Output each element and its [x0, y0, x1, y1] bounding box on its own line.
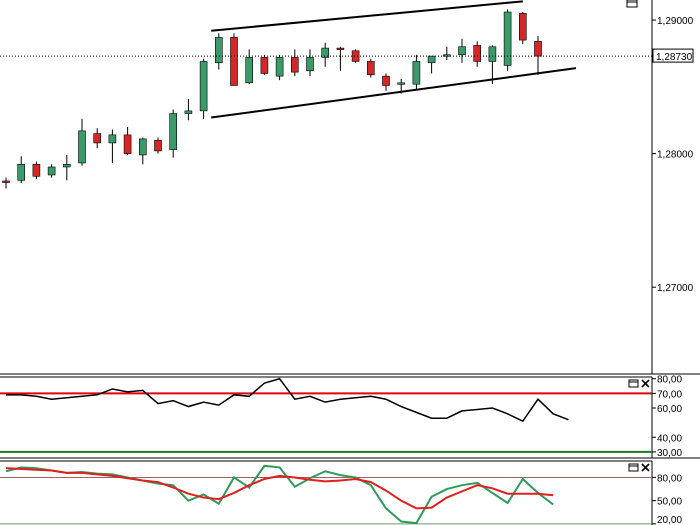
stoch-axis-ticks: 80,00 50,00 20,00	[652, 473, 682, 525]
price-axis-ticks: 1,29000 1,28000 1,27000	[652, 16, 694, 294]
candle-body	[139, 138, 147, 156]
candle-body	[260, 57, 269, 74]
candle-body	[321, 47, 330, 58]
candle-body	[366, 61, 375, 76]
stoch-d-line	[5, 467, 554, 510]
candle-body	[397, 82, 406, 85]
trend-line	[211, 0, 523, 32]
candle-body	[17, 163, 26, 181]
rsi-levels	[0, 392, 652, 453]
candle-body	[336, 47, 345, 50]
candle-body	[351, 50, 360, 62]
stoch-tick-label: 80,00	[657, 473, 682, 484]
current-price-marker: 1,28730	[652, 48, 694, 63]
price-panel: 1,29000 1,28000 1,27000 1,28730	[0, 0, 700, 375]
price-tick-label: 1,29000	[657, 16, 694, 27]
maximize-icon[interactable]	[628, 379, 639, 388]
maximize-icon[interactable]	[628, 463, 639, 472]
rsi-axis-ticks: 80,00 70,00 60,00 40,00 30,00	[652, 375, 682, 459]
candlestick-series	[2, 9, 542, 189]
candle-body	[62, 163, 71, 168]
candle-body	[290, 57, 299, 73]
candle-body	[2, 180, 10, 183]
rsi-tick-label: 40,00	[657, 433, 682, 444]
candle-body	[215, 37, 223, 64]
close-icon[interactable]	[641, 463, 650, 472]
candle-body	[230, 37, 238, 86]
candle-body	[93, 133, 101, 144]
rsi-panel: 80,00 70,00 60,00 40,00 30,00	[0, 375, 700, 459]
candle-body	[32, 163, 41, 177]
rsi-tick-label: 30,00	[657, 448, 682, 459]
candle-body	[412, 61, 421, 85]
candle-body	[199, 61, 208, 112]
candle-body	[154, 139, 162, 152]
rsi-tick-label: 70,00	[657, 389, 682, 400]
stoch-levels	[0, 476, 652, 525]
stochastic-panel: 80,00 50,00 20,00	[0, 460, 682, 525]
candle-body	[245, 57, 253, 84]
price-tick-label: 1,28000	[657, 150, 694, 161]
candle-body	[184, 110, 193, 114]
candle-body	[78, 130, 86, 164]
candle-body	[442, 54, 451, 57]
candle-body	[503, 11, 512, 66]
close-icon[interactable]	[641, 379, 650, 388]
maximize-icon[interactable]	[626, 0, 638, 8]
current-price-label: 1,28730	[656, 52, 693, 63]
candle-body	[275, 57, 284, 77]
candle-body	[47, 166, 56, 176]
candle-body	[108, 134, 117, 144]
stoch-tick-label: 20,00	[657, 515, 682, 525]
candle-body	[518, 13, 527, 41]
rsi-tick-label: 80,00	[657, 375, 682, 386]
candle-body	[458, 46, 466, 56]
stoch-tick-label: 50,00	[657, 497, 682, 508]
candle-body	[382, 75, 390, 86]
candle-body	[427, 55, 436, 64]
candle-body	[473, 45, 482, 62]
price-tick-label: 1,27000	[657, 283, 694, 294]
rsi-tick-label: 60,00	[657, 404, 682, 415]
candle-body	[534, 41, 542, 57]
candle-body	[169, 113, 177, 150]
trend-line	[211, 67, 577, 119]
trend-lines	[211, 0, 577, 119]
candle-body	[123, 134, 132, 154]
current-price-box	[652, 48, 694, 63]
candle-body	[488, 46, 497, 62]
candle-body	[306, 57, 314, 72]
rsi-series-line	[6, 377, 569, 423]
